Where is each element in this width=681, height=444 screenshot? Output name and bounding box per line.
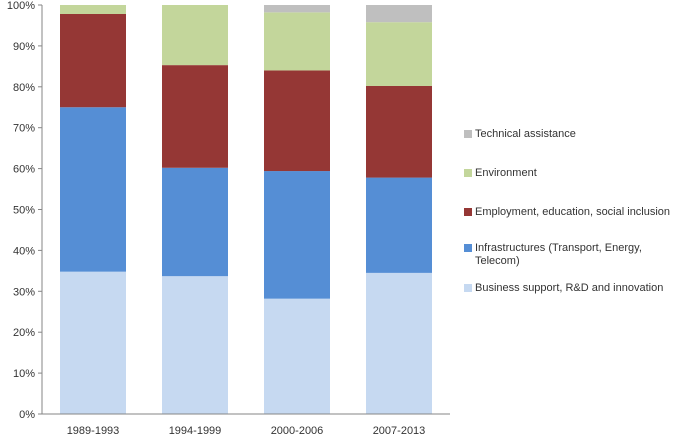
y-axis-tick-label: 90% <box>13 41 35 53</box>
legend-label: Business support, R&D and innovation <box>475 282 664 294</box>
y-axis-tick-label: 60% <box>13 164 35 176</box>
bar-segment-environment-2000-2006 <box>264 12 330 71</box>
bar-segment-business-support-r-d-and-innovation-2000-2006 <box>264 298 330 414</box>
bar-segment-employment-education-social-inclusion-2000-2006 <box>264 70 330 172</box>
legend-item-infrastructures-transport-energy-telecom: Infrastructures (Transport, Energy, Tele… <box>464 242 679 268</box>
y-axis-tick-label: 50% <box>13 205 35 217</box>
x-axis-tick-label: 1994-1999 <box>169 425 222 437</box>
legend: Technical assistance Environment Employmen… <box>464 0 679 439</box>
legend-swatch <box>464 208 472 216</box>
legend-swatch <box>464 169 472 177</box>
bar-segment-employment-education-social-inclusion-2007-2013 <box>366 85 432 178</box>
legend-label: Environment <box>475 167 537 179</box>
legend-item-technical-assistance: Technical assistance <box>464 128 679 141</box>
bar-segment-infrastructures-transport-energy-telecom-2000-2006 <box>264 171 330 299</box>
x-axis-tick-label: 2007-2013 <box>373 425 426 437</box>
y-axis-tick-label: 70% <box>13 123 35 135</box>
bar-segment-technical-assistance-2007-2013 <box>366 5 432 23</box>
bar-segment-business-support-r-d-and-innovation-1989-1993 <box>60 271 126 414</box>
y-axis-tick-label: 0% <box>19 409 35 421</box>
bar-segment-employment-education-social-inclusion-1994-1999 <box>162 65 228 168</box>
bar-segment-environment-1994-1999 <box>162 5 228 66</box>
y-axis-tick-label: 40% <box>13 245 35 257</box>
y-axis-tick-label: 20% <box>13 327 35 339</box>
y-axis-tick-label: 100% <box>7 0 35 12</box>
bar-segment-infrastructures-transport-energy-telecom-2007-2013 <box>366 177 432 273</box>
legend-swatch <box>464 244 472 252</box>
legend-item-employment-education-social-inclusion: Employment, education, social inclusion <box>464 206 679 219</box>
legend-item-environment: Environment <box>464 167 679 180</box>
legend-item-business-support-r-d-and-innovation: Business support, R&D and innovation <box>464 282 679 295</box>
x-axis-tick-label: 1989-1993 <box>67 425 120 437</box>
y-axis-tick-label: 10% <box>13 368 35 380</box>
legend-swatch <box>464 130 472 138</box>
bar-segment-infrastructures-transport-energy-telecom-1989-1993 <box>60 107 126 272</box>
legend-label: Infrastructures (Transport, Energy, Tele… <box>475 242 642 267</box>
bar-segment-environment-2007-2013 <box>366 22 432 86</box>
bar-segment-business-support-r-d-and-innovation-2007-2013 <box>366 272 432 414</box>
legend-label: Employment, education, social inclusion <box>475 206 671 218</box>
bar-segment-business-support-r-d-and-innovation-1994-1999 <box>162 276 228 414</box>
bar-segment-environment-1989-1993 <box>60 5 126 14</box>
bar-segment-technical-assistance-2000-2006 <box>264 5 330 13</box>
bar-segment-employment-education-social-inclusion-1989-1993 <box>60 13 126 108</box>
y-axis-tick-label: 80% <box>13 82 35 94</box>
x-axis-tick-label: 2000-2006 <box>271 425 324 437</box>
bar-segment-infrastructures-transport-energy-telecom-1994-1999 <box>162 167 228 277</box>
y-axis-tick-label: 30% <box>13 286 35 298</box>
plot-area: 0% 10% 20% 30% 40% 50% 60% 70% 80% 90% 100% 1989-19… <box>7 0 450 437</box>
legend-swatch <box>464 284 472 292</box>
legend-label: Technical assistance <box>475 128 576 140</box>
